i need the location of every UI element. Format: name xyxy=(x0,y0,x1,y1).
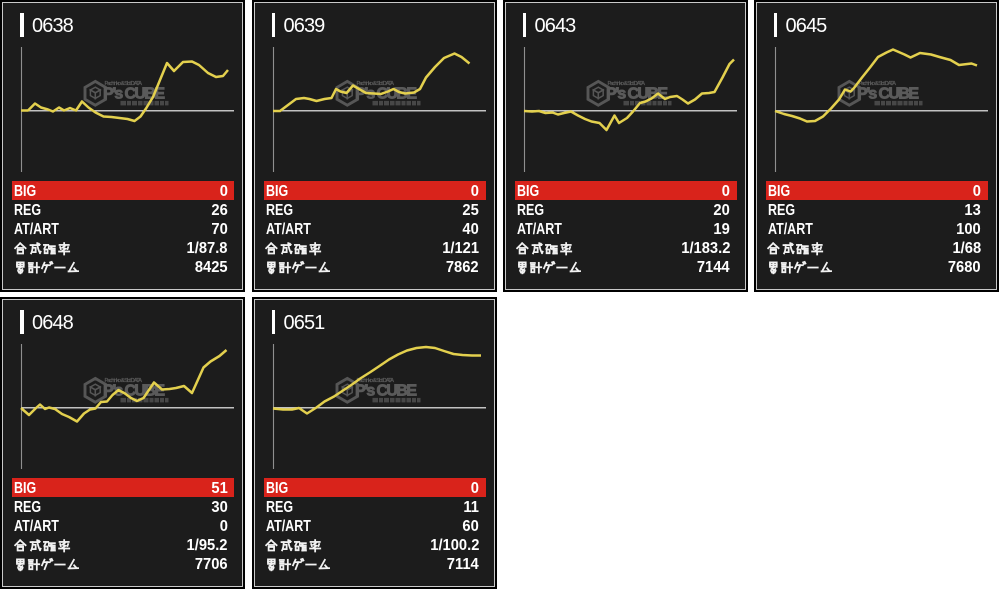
svg-text:Pachinko & Slot DATA: Pachinko & Slot DATA xyxy=(356,378,394,384)
svg-text:Pachinko & Slot DATA: Pachinko & Slot DATA xyxy=(607,81,645,87)
svg-text:P’s CUBE: P’s CUBE xyxy=(103,85,165,102)
svg-text:P’s CUBE: P’s CUBE xyxy=(355,382,417,399)
svg-text:P’s CUBE: P’s CUBE xyxy=(355,85,417,102)
svg-text:Pachinko & Slot DATA: Pachinko & Slot DATA xyxy=(105,81,143,87)
svg-text:Pachinko & Slot DATA: Pachinko & Slot DATA xyxy=(105,378,143,384)
svg-text:Pachinko & Slot DATA: Pachinko & Slot DATA xyxy=(356,81,394,87)
svg-text:P’s CUBE: P’s CUBE xyxy=(857,85,919,102)
svg-text:Pachinko & Slot DATA: Pachinko & Slot DATA xyxy=(858,81,896,87)
